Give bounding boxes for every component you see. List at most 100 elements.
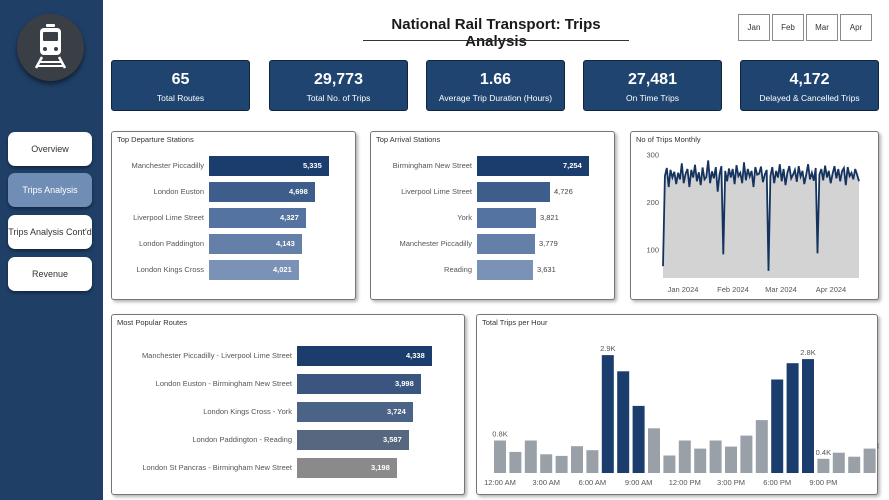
top-departure-stations-panel[interactable]: Top Departure Stations Manchester Piccad… — [111, 131, 356, 300]
hour-bar[interactable] — [509, 451, 522, 473]
nav-overview-button[interactable]: Overview — [8, 132, 92, 166]
bar-row[interactable]: London St Pancras - Birmingham New Stree… — [112, 458, 472, 478]
kpi-label: On Time Trips — [626, 93, 679, 103]
hour-bar[interactable] — [740, 435, 753, 473]
bar-value-label: 0.4K — [816, 448, 831, 457]
nav-trips-analysis-button[interactable]: Trips Analysis — [8, 173, 92, 207]
kpi-value: 27,481 — [628, 71, 677, 88]
bar-row[interactable]: London Kings Cross - York 3,724 — [112, 402, 472, 422]
hour-bar[interactable] — [786, 363, 799, 473]
x-tick-label: 3:00 AM — [532, 478, 560, 487]
title-underline — [363, 40, 629, 41]
bar-category-label: Liverpool Lime Street — [133, 213, 204, 222]
trips-monthly-panel[interactable]: No of Trips Monthly 100 200 300 Jan 2024 Feb… — [630, 131, 879, 300]
bar-row[interactable]: Manchester Piccadilly 3,779 — [371, 234, 629, 254]
kpi-value: 1.66 — [479, 71, 512, 88]
bar[interactable] — [477, 182, 550, 202]
hour-bar[interactable] — [755, 420, 768, 473]
bar-value-label: 3,821 — [540, 213, 559, 222]
nav-revenue-button[interactable]: Revenue — [8, 257, 92, 291]
hour-bar[interactable] — [648, 428, 660, 473]
month-filter-apr[interactable]: Apr — [840, 14, 872, 41]
bar-category-label: Manchester Piccadilly - Liverpool Lime S… — [141, 351, 292, 360]
bar-category-label: Manchester Piccadilly — [131, 161, 204, 170]
bar[interactable] — [209, 208, 306, 228]
x-tick-label: Apr 2024 — [816, 285, 846, 294]
bar[interactable] — [209, 182, 315, 202]
hour-bar[interactable] — [678, 440, 691, 474]
bar[interactable] — [297, 402, 413, 422]
bar[interactable] — [477, 234, 535, 254]
bar-row[interactable]: London Euston - Birmingham New Street 3,9… — [112, 374, 472, 394]
hour-bar[interactable] — [555, 455, 568, 473]
hour-bar[interactable] — [586, 450, 599, 473]
hour-bar[interactable] — [848, 456, 861, 473]
bar-row[interactable]: York 3,821 — [371, 208, 629, 228]
bar-row[interactable]: London Paddington - Reading 3,587 — [112, 430, 472, 450]
month-filter-mar[interactable]: Mar — [806, 14, 838, 41]
bar-row[interactable]: Reading 3,631 — [371, 260, 629, 280]
bar-value-label: 2.9K — [600, 344, 615, 353]
bar-value-label: 3,998 — [395, 379, 414, 388]
month-filter-feb[interactable]: Feb — [772, 14, 804, 41]
bar-category-label: London Kings Cross — [136, 265, 204, 274]
hour-bar[interactable] — [601, 355, 614, 473]
hour-bar[interactable] — [725, 446, 737, 473]
x-tick-label: 9:00 PM — [809, 478, 837, 487]
month-filter-jan[interactable]: Jan — [738, 14, 770, 41]
hour-bar[interactable] — [540, 454, 553, 473]
x-tick-label: Jan 2024 — [668, 285, 699, 294]
bar-row[interactable]: Manchester Piccadilly - Liverpool Lime S… — [112, 346, 472, 366]
bar-category-label: London Euston — [153, 187, 204, 196]
nav-trips-analysis-contd-button[interactable]: Trips Analysis Cont'd — [8, 215, 92, 249]
bar[interactable] — [477, 260, 533, 280]
bar-row[interactable]: Liverpool Lime Street 4,726 — [371, 182, 629, 202]
hour-bar[interactable] — [494, 440, 506, 474]
hour-bar[interactable] — [817, 458, 830, 473]
bar-row[interactable]: Liverpool Lime Street 4,327 — [112, 208, 369, 228]
trips-line[interactable] — [662, 160, 860, 271]
kpi-average-trip-duration: 1.66 Average Trip Duration (Hours) — [426, 60, 565, 111]
hour-bar[interactable] — [832, 452, 845, 473]
bar-row[interactable]: London Kings Cross 4,021 — [112, 260, 369, 280]
kpi-total-trips: 29,773 Total No. of Trips — [269, 60, 408, 111]
hour-bar[interactable] — [771, 379, 784, 474]
hour-bar[interactable] — [694, 448, 707, 473]
bar-value-label: 4,698 — [289, 187, 308, 196]
page-title: National Rail Transport: Trips Analysis — [391, 16, 601, 50]
hour-bar[interactable] — [709, 440, 722, 474]
x-tick-label: 6:00 AM — [579, 478, 607, 487]
bar[interactable] — [297, 430, 409, 450]
bar-value-label: 0.6K — [877, 442, 879, 451]
hour-bar[interactable] — [863, 448, 876, 473]
bar[interactable] — [297, 346, 432, 366]
bar[interactable] — [209, 234, 302, 254]
bar[interactable] — [477, 156, 589, 176]
bar-row[interactable]: London Paddington 4,143 — [112, 234, 369, 254]
bar-category-label: Birmingham New Street — [392, 161, 472, 170]
top-arrival-stations-panel[interactable]: Top Arrival Stations Birmingham New Stre… — [370, 131, 615, 300]
bar[interactable] — [209, 156, 329, 176]
x-tick-label: 6:00 PM — [763, 478, 791, 487]
bar-row[interactable]: London Euston 4,698 — [112, 182, 369, 202]
panel-title: Total Trips per Hour — [482, 318, 548, 327]
kpi-value: 4,172 — [789, 71, 830, 88]
hour-bar[interactable] — [663, 455, 676, 474]
hour-bar[interactable] — [632, 405, 645, 473]
trips-per-hour-panel[interactable]: Total Trips per Hour 0.8K 2.9K 2.8K 0.4K 0.6… — [476, 314, 879, 495]
kpi-total-routes: 65 Total Routes — [111, 60, 250, 111]
bar[interactable] — [297, 374, 421, 394]
kpi-on-time-trips: 27,481 On Time Trips — [583, 60, 722, 111]
hour-bar[interactable] — [802, 359, 814, 473]
hour-bar[interactable] — [571, 446, 583, 473]
bar[interactable] — [297, 458, 397, 478]
bar-row[interactable]: Birmingham New Street 7,254 — [371, 156, 629, 176]
hour-bar[interactable] — [617, 371, 630, 473]
bar[interactable] — [477, 208, 536, 228]
hour-bar[interactable] — [524, 440, 537, 474]
most-popular-routes-panel[interactable]: Most Popular Routes Manchester Piccadill… — [111, 314, 465, 495]
bar[interactable] — [209, 260, 299, 280]
bar-value-label: 3,587 — [383, 435, 402, 444]
sidebar: Overview Trips Analysis Trips Analysis C… — [0, 0, 103, 500]
bar-row[interactable]: Manchester Piccadilly 5,335 — [112, 156, 369, 176]
